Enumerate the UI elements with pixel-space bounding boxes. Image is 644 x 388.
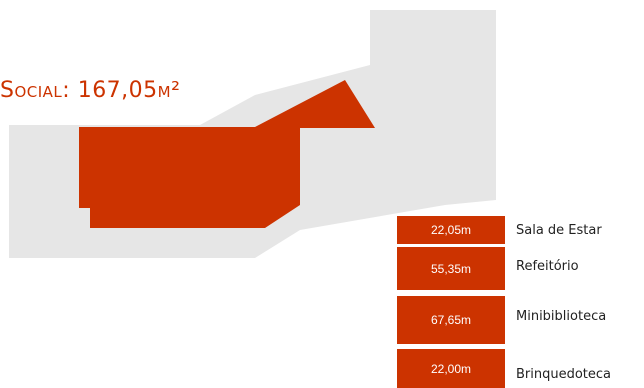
- area-box-sala-de-estar: 22,05m: [397, 216, 505, 244]
- area-value: 67,65m: [430, 313, 472, 327]
- area-box-brinquedoteca: 22,00m: [397, 349, 505, 388]
- area-box-minibiblioteca: 67,65m: [397, 296, 505, 344]
- zone-title: Social: 167,05m²: [0, 78, 181, 103]
- area-value: 22,05m: [430, 223, 472, 237]
- area-value: 22,00m: [430, 361, 472, 376]
- room-label-refeitorio: Refeitório: [516, 259, 579, 274]
- social-zone-highlight: [79, 80, 375, 228]
- area-value: 55,35m: [430, 261, 472, 276]
- area-box-refeitorio: 55,35m: [397, 247, 505, 290]
- room-label-sala-de-estar: Sala de Estar: [516, 223, 602, 238]
- room-label-minibiblioteca: Minibiblioteca: [516, 309, 607, 324]
- room-label-brinquedoteca: Brinquedoteca: [516, 367, 612, 382]
